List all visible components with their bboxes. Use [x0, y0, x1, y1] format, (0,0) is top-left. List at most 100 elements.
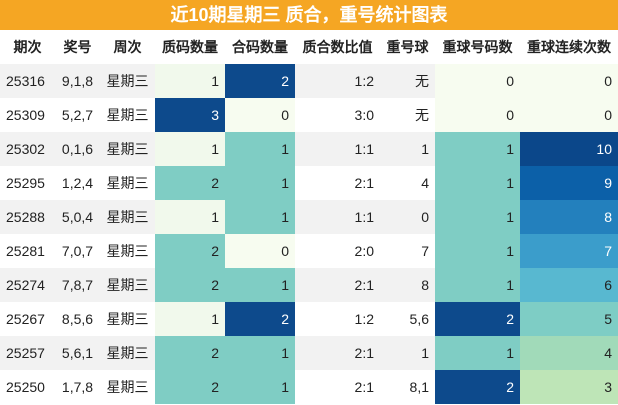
cell: 9 [520, 166, 618, 200]
header-cell: 重球号码数 [435, 30, 520, 64]
header-cell: 质合数比值 [295, 30, 380, 64]
table-row: 25257 5,6,1 星期三 2 1 2:1 1 1 4 [0, 336, 618, 370]
cell: 2 [225, 302, 295, 336]
cell: 1:2 [295, 64, 380, 98]
cell: 1 [225, 268, 295, 302]
cell: 1 [225, 132, 295, 166]
table-row: 25288 5,0,4 星期三 1 1 1:1 0 1 8 [0, 200, 618, 234]
cell: 2 [435, 370, 520, 404]
cell: 2 [155, 268, 225, 302]
cell: 1 [225, 370, 295, 404]
table-row: 25316 9,1,8 星期三 1 2 1:2 无 0 0 [0, 64, 618, 98]
cell: 星期三 [100, 64, 155, 98]
cell: 0 [435, 64, 520, 98]
header-cell: 期次 [0, 30, 55, 64]
cell: 1 [435, 268, 520, 302]
header-cell: 合码数量 [225, 30, 295, 64]
cell: 无 [380, 64, 435, 98]
cell: 2 [435, 302, 520, 336]
cell: 3 [520, 370, 618, 404]
cell: 1 [435, 200, 520, 234]
cell: 10 [520, 132, 618, 166]
cell: 2 [155, 234, 225, 268]
cell: 星期三 [100, 132, 155, 166]
cell: 1,7,8 [55, 370, 100, 404]
cell: 0 [520, 98, 618, 132]
cell: 25250 [0, 370, 55, 404]
cell: 7,8,7 [55, 268, 100, 302]
cell: 25281 [0, 234, 55, 268]
cell: 无 [380, 98, 435, 132]
cell: 1,2,4 [55, 166, 100, 200]
cell: 8,5,6 [55, 302, 100, 336]
cell: 9,1,8 [55, 64, 100, 98]
cell: 25316 [0, 64, 55, 98]
cell: 1:1 [295, 132, 380, 166]
cell: 7 [520, 234, 618, 268]
cell: 0 [225, 234, 295, 268]
cell: 1 [435, 336, 520, 370]
cell: 8 [380, 268, 435, 302]
cell: 2:1 [295, 336, 380, 370]
cell: 25267 [0, 302, 55, 336]
cell: 1 [435, 132, 520, 166]
cell: 25257 [0, 336, 55, 370]
stats-table: 期次 奖号 周次 质码数量 合码数量 质合数比值 重号球 重球号码数 重球连续次数 25316 9… [0, 30, 618, 404]
cell: 0,1,6 [55, 132, 100, 166]
cell: 1 [435, 166, 520, 200]
cell: 2 [155, 166, 225, 200]
cell: 5 [520, 302, 618, 336]
cell: 1 [225, 336, 295, 370]
cell: 25274 [0, 268, 55, 302]
cell: 2 [155, 336, 225, 370]
cell: 1:2 [295, 302, 380, 336]
cell: 5,6,1 [55, 336, 100, 370]
cell: 2:1 [295, 370, 380, 404]
cell: 1 [380, 336, 435, 370]
cell: 8 [520, 200, 618, 234]
cell: 25302 [0, 132, 55, 166]
cell: 0 [435, 98, 520, 132]
cell: 7,0,7 [55, 234, 100, 268]
cell: 星期三 [100, 370, 155, 404]
cell: 5,0,4 [55, 200, 100, 234]
table-row: 25281 7,0,7 星期三 2 0 2:0 7 1 7 [0, 234, 618, 268]
cell: 1:1 [295, 200, 380, 234]
cell: 7 [380, 234, 435, 268]
table-row: 25267 8,5,6 星期三 1 2 1:2 5,6 2 5 [0, 302, 618, 336]
cell: 2 [225, 64, 295, 98]
cell: 5,6 [380, 302, 435, 336]
cell: 星期三 [100, 234, 155, 268]
table-body: 25316 9,1,8 星期三 1 2 1:2 无 0 0 25309 5,2,7 星期三 3 0 3:0 无… [0, 64, 618, 404]
cell: 1 [155, 132, 225, 166]
cell: 1 [155, 302, 225, 336]
cell: 星期三 [100, 98, 155, 132]
cell: 星期三 [100, 166, 155, 200]
cell: 星期三 [100, 200, 155, 234]
title: 近10期星期三 质合，重号统计图表 [0, 0, 618, 30]
header-cell: 质码数量 [155, 30, 225, 64]
cell: 8,1 [380, 370, 435, 404]
cell: 3 [155, 98, 225, 132]
table-row: 25295 1,2,4 星期三 2 1 2:1 4 1 9 [0, 166, 618, 200]
cell: 5,2,7 [55, 98, 100, 132]
cell: 4 [520, 336, 618, 370]
header-cell: 重球连续次数 [520, 30, 618, 64]
header-row: 期次 奖号 周次 质码数量 合码数量 质合数比值 重号球 重球号码数 重球连续次数 [0, 30, 618, 64]
table-row: 25250 1,7,8 星期三 2 1 2:1 8,1 2 3 [0, 370, 618, 404]
cell: 25288 [0, 200, 55, 234]
cell: 2:0 [295, 234, 380, 268]
header-cell: 重号球 [380, 30, 435, 64]
cell: 6 [520, 268, 618, 302]
cell: 4 [380, 166, 435, 200]
cell: 1 [225, 200, 295, 234]
cell: 星期三 [100, 302, 155, 336]
cell: 2 [155, 370, 225, 404]
cell: 1 [380, 132, 435, 166]
cell: 星期三 [100, 268, 155, 302]
cell: 2:1 [295, 166, 380, 200]
cell: 1 [225, 166, 295, 200]
table-row: 25309 5,2,7 星期三 3 0 3:0 无 0 0 [0, 98, 618, 132]
cell: 2:1 [295, 268, 380, 302]
